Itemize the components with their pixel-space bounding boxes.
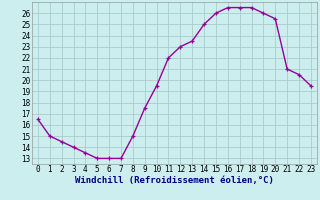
- X-axis label: Windchill (Refroidissement éolien,°C): Windchill (Refroidissement éolien,°C): [75, 176, 274, 185]
